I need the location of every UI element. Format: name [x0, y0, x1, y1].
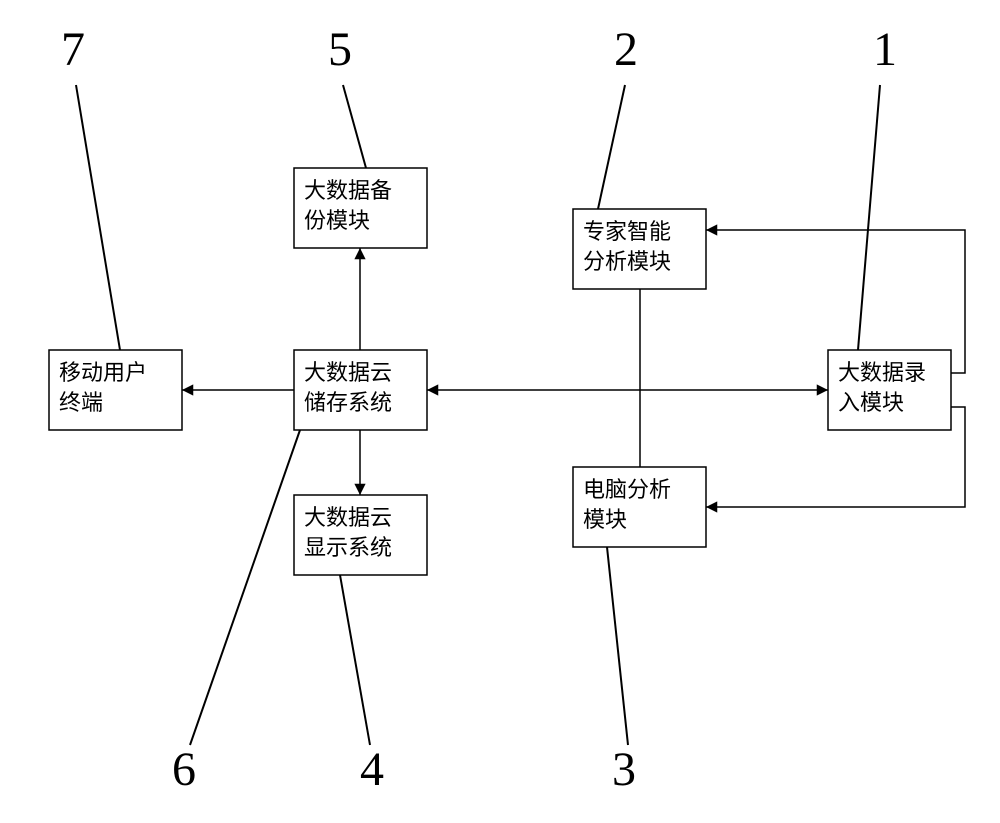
node-label: 大数据云 — [304, 360, 392, 385]
node-label: 大数据备 — [304, 178, 392, 203]
node-n7: 移动用户终端 — [49, 350, 182, 430]
node-label: 专家智能 — [583, 219, 671, 244]
node-n2: 专家智能分析模块 — [573, 209, 706, 289]
callout-number: 7 — [61, 23, 85, 76]
node-n6: 大数据云储存系统 — [294, 350, 427, 430]
callout-line — [598, 85, 625, 209]
node-label: 终端 — [59, 390, 103, 415]
callout-line — [340, 575, 370, 745]
callout-line — [343, 85, 366, 168]
node-label: 显示系统 — [304, 535, 392, 560]
node-n1: 大数据录入模块 — [828, 350, 951, 430]
node-label: 分析模块 — [583, 249, 671, 274]
callout-number: 5 — [328, 23, 352, 76]
node-label: 入模块 — [838, 390, 904, 415]
node-label: 电脑分析 — [583, 477, 671, 502]
node-n5: 大数据备份模块 — [294, 168, 427, 248]
node-label: 大数据录 — [838, 360, 926, 385]
node-label: 大数据云 — [304, 505, 392, 530]
callout-number: 4 — [360, 743, 384, 796]
flowchart-diagram: 大数据录入模块专家智能分析模块电脑分析模块大数据云显示系统大数据备份模块大数据云… — [0, 0, 1000, 823]
callout-number: 6 — [172, 743, 196, 796]
node-n4: 大数据云显示系统 — [294, 495, 427, 575]
callout-number: 1 — [873, 23, 897, 76]
node-label: 移动用户 — [59, 360, 147, 385]
callout-line — [607, 547, 628, 745]
callout-line — [858, 85, 880, 350]
callout-number: 3 — [612, 743, 636, 796]
callout-line — [76, 85, 120, 350]
node-label: 模块 — [583, 507, 627, 532]
callout-number: 2 — [614, 23, 638, 76]
callout-line — [190, 430, 300, 745]
node-label: 份模块 — [304, 208, 370, 233]
node-n3: 电脑分析模块 — [573, 467, 706, 547]
node-label: 储存系统 — [304, 390, 392, 415]
